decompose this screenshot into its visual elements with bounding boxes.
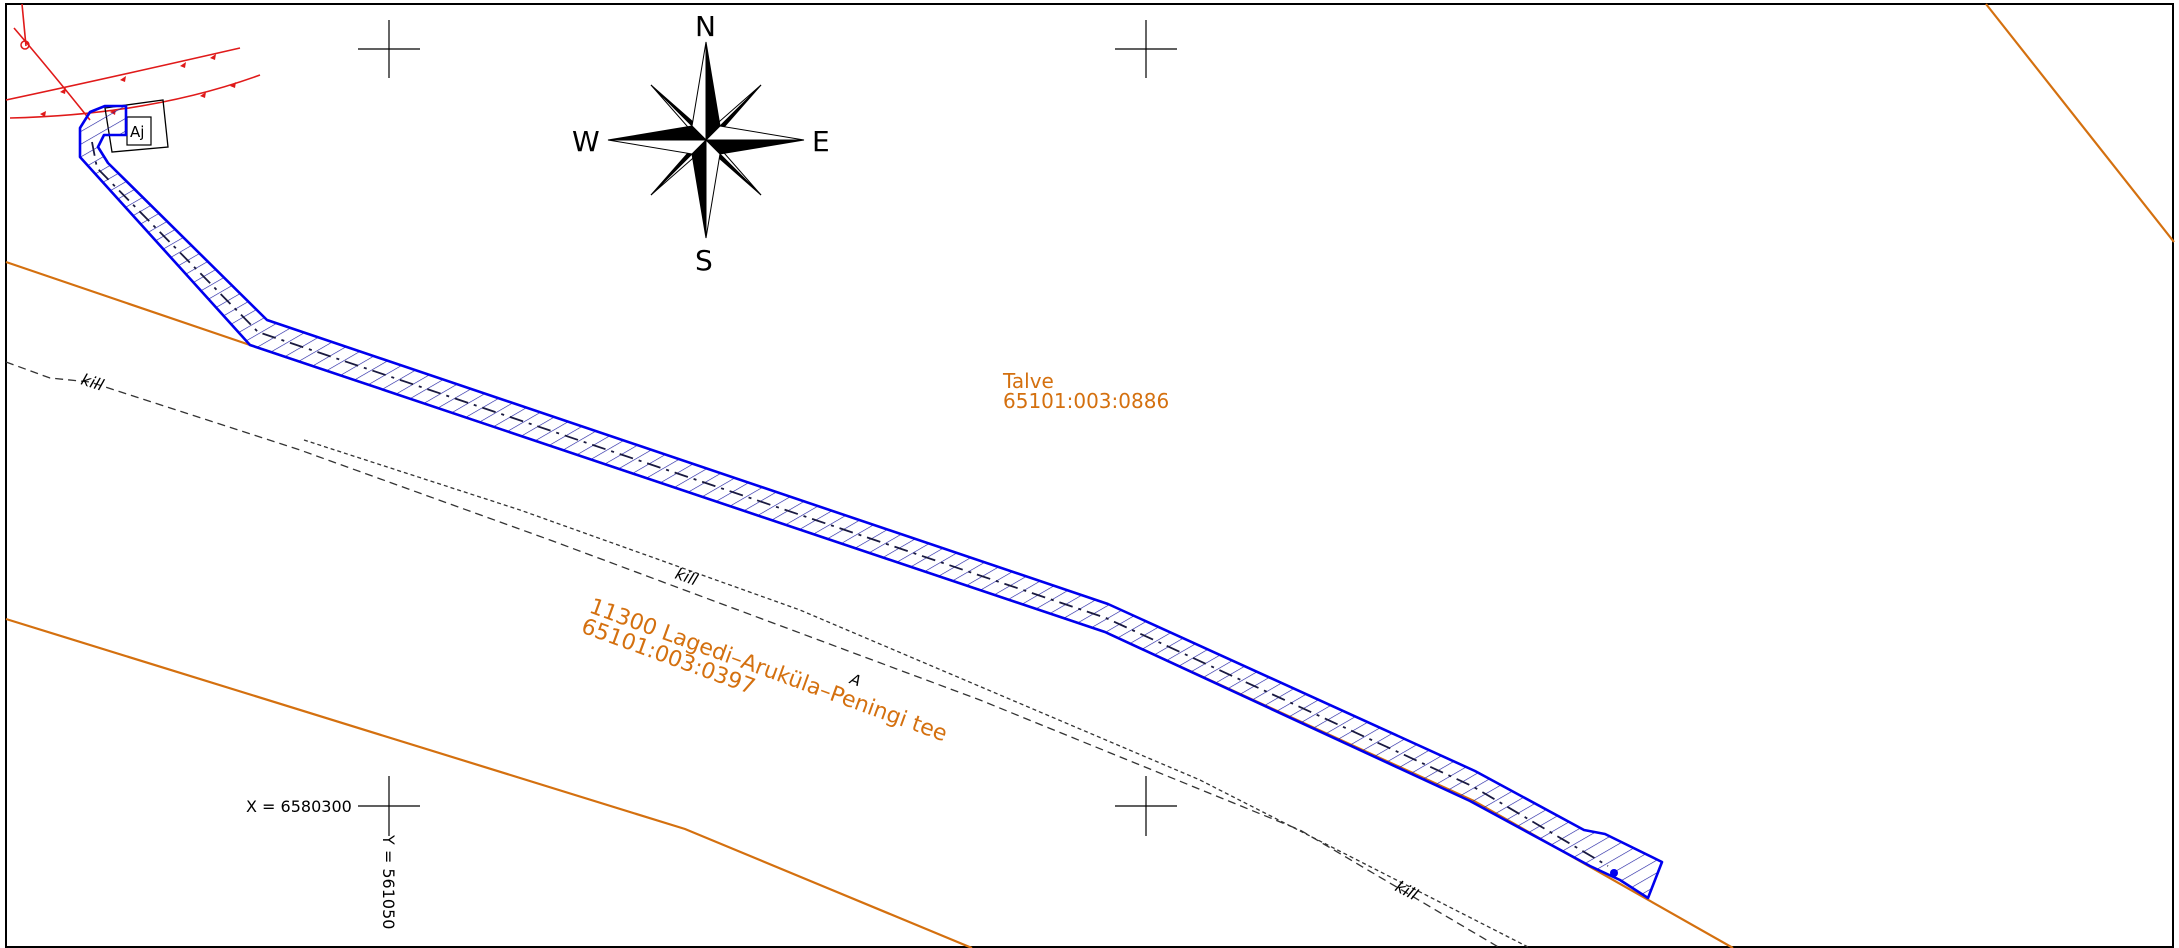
utility-arrow-mark xyxy=(60,88,66,94)
grid-crosses xyxy=(358,20,1177,836)
ditch-label: kill xyxy=(673,564,701,590)
ditch-label: kill xyxy=(1392,877,1421,905)
grid-cross xyxy=(1115,20,1177,78)
utility-arrow-mark xyxy=(120,76,126,82)
utility-arrow-mark xyxy=(40,111,46,117)
route-end-point xyxy=(1610,869,1618,877)
ditch-lines xyxy=(5,361,1531,948)
boundary-line-upper xyxy=(5,260,1734,948)
map-frame xyxy=(5,3,2174,948)
parcel-road-name: 11300 Lagedi–Aruküla–Peningi tee xyxy=(586,594,950,747)
ditch-line-1 xyxy=(5,361,1501,948)
compass-north-label: N xyxy=(695,10,716,43)
utility-line-1 xyxy=(5,47,241,101)
x-coordinate-label: X = 6580300 xyxy=(246,797,352,816)
utility-line-3 xyxy=(13,27,91,121)
compass-rose: N E S W xyxy=(572,10,830,277)
building-label: Aj xyxy=(130,123,144,141)
road-letter: A xyxy=(847,670,864,691)
grid-cross xyxy=(1115,776,1177,836)
ditch-line-2 xyxy=(303,439,1531,948)
compass-east-label: E xyxy=(812,125,830,158)
compass-west-label: W xyxy=(572,125,600,158)
utility-node xyxy=(20,40,30,50)
utility-arrow-mark xyxy=(200,92,206,98)
boundary-line-ne xyxy=(1985,3,2175,243)
ditch-label: kill xyxy=(79,370,107,395)
utility-line-2 xyxy=(9,74,261,119)
compass-cardinal-points xyxy=(607,41,805,239)
grid-cross xyxy=(358,20,420,78)
route-centerline xyxy=(91,141,1609,867)
boundary-line-lower xyxy=(5,617,973,948)
route-corridor xyxy=(78,104,1664,900)
compass-south-label: S xyxy=(695,244,713,277)
utility-arrow-mark xyxy=(180,62,186,68)
y-coordinate-label: Y = 561050 xyxy=(379,834,398,929)
utility-arrow-mark xyxy=(230,82,236,88)
utility-line-4 xyxy=(21,3,27,47)
utility-lines xyxy=(5,3,261,121)
building-outline xyxy=(104,99,169,153)
parcel-talve-name: Talve xyxy=(1002,369,1054,393)
utility-arrow-mark xyxy=(210,54,216,60)
parcel-talve-code: 65101:003:0886 xyxy=(1003,389,1169,413)
grid-cross xyxy=(358,776,420,836)
